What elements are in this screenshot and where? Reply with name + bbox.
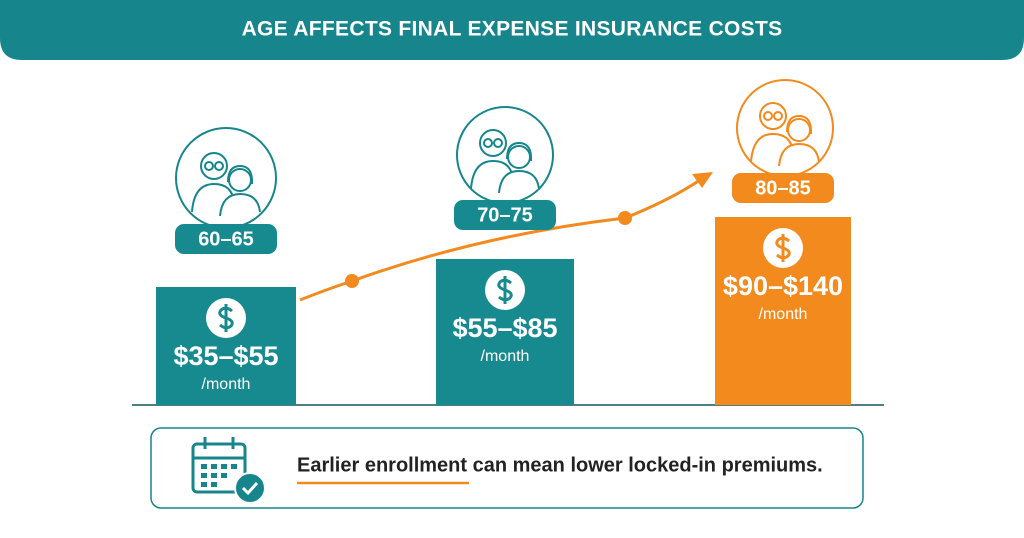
age-label: 80–85: [755, 177, 811, 199]
age-pill: [732, 173, 834, 203]
glasses: [204, 161, 214, 171]
price-range: $90–$140: [723, 271, 843, 301]
trend-dot: [345, 274, 359, 288]
woman-body: [219, 192, 261, 217]
check-mark: [241, 481, 259, 496]
header-band: [0, 0, 1024, 60]
footer-note: Earlier enrollment can mean lower locked…: [297, 454, 823, 476]
woman-head: [787, 118, 811, 142]
age-label: 60–65: [198, 228, 254, 250]
woman-hair: [227, 164, 254, 185]
avatar: [175, 127, 277, 229]
woman-hair: [786, 114, 813, 135]
dollar-sign: [218, 304, 234, 332]
woman-head: [228, 168, 252, 192]
man-body: [191, 182, 235, 213]
dollar-sign: [497, 276, 513, 304]
age-pill: [175, 224, 277, 254]
check-badge: [234, 472, 266, 504]
arrow-head: [692, 172, 713, 188]
price-range: $55–$85: [452, 313, 557, 343]
avatar: [456, 106, 554, 204]
calendar-body: [191, 442, 247, 494]
woman-head: [507, 145, 531, 169]
glasses: [763, 111, 773, 121]
trend-arrow: [299, 178, 701, 302]
age-pill: [454, 200, 556, 230]
age-label: 70–75: [477, 204, 533, 226]
trend-dot: [618, 211, 632, 225]
man-body: [750, 132, 794, 163]
woman-body: [498, 169, 540, 194]
footer-box: [150, 427, 864, 509]
price-unit: /month: [481, 348, 530, 365]
calendar-icon: [191, 437, 266, 504]
tiers: 60–65 $35–$55/month 70–75 $55–$85/month 80–8…: [156, 79, 851, 405]
dollar-sign: [775, 234, 791, 262]
glasses: [483, 138, 493, 148]
man-body: [470, 159, 514, 190]
woman-hair: [506, 141, 533, 162]
avatar: [736, 79, 834, 177]
price-unit: /month: [202, 376, 251, 393]
header-title: AGE AFFECTS FINAL EXPENSE INSURANCE COST…: [242, 18, 783, 41]
glasses: [773, 111, 783, 121]
glasses: [214, 161, 224, 171]
woman-body: [778, 142, 820, 167]
price-unit: /month: [759, 306, 808, 323]
price-range: $35–$55: [173, 341, 278, 371]
calendar-grid: [201, 464, 237, 487]
glasses: [493, 138, 503, 148]
